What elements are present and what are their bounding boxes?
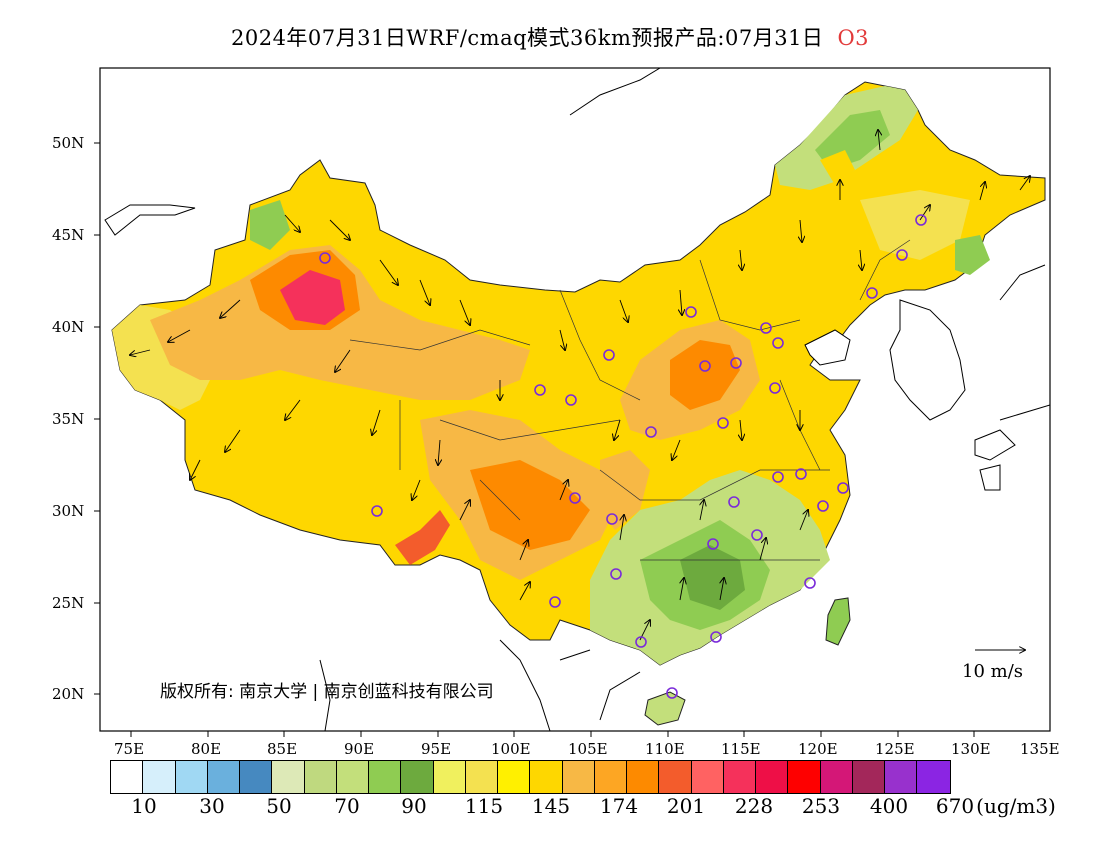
lon-tick-95e: 95E [421,740,452,758]
legend-swatch-8 [369,761,402,793]
legend-swatch-13 [530,761,563,793]
legend-swatch-11 [465,761,498,793]
legend-label-70: 70 [334,794,360,818]
lat-tick-25n: 25N [52,594,85,612]
legend-label-201: 201 [666,794,706,818]
lon-tick-130e: 130E [951,740,991,758]
legend-swatch-25 [917,761,950,793]
legend-swatch-16 [627,761,660,793]
lon-tick-80e: 80E [191,740,222,758]
legend-label-670: 670 [935,794,975,818]
legend-swatch-19 [723,761,756,793]
lon-tick-100e: 100E [491,740,531,758]
legend-label-400: 400 [869,794,909,818]
species-label: O3 [837,26,870,50]
legend-label-145: 145 [531,794,571,818]
legend-unit: (ug/m3) [976,794,1056,818]
lat-tick-35n: 35N [52,410,85,428]
lat-tick-50n: 50N [52,134,85,152]
lon-tick-75e: 75E [114,740,145,758]
coastline-north [104,68,1046,301]
lat-tick-45n: 45N [52,226,85,244]
coastline-korea-japan [889,299,1050,491]
legend-label-228: 228 [734,794,774,818]
lat-tick-20n: 20N [52,685,85,703]
title-text: 2024年07月31日WRF/cmaq模式36km预报产品:07月31日 [230,26,824,50]
hainan [644,691,686,726]
legend-swatch-7 [336,761,369,793]
lon-tick-90e: 90E [344,740,375,758]
lat-tick-30n: 30N [52,502,85,520]
lon-tick-85e: 85E [267,740,298,758]
legend-swatch-14 [562,761,595,793]
legend-swatch-15 [594,761,627,793]
legend-label-115: 115 [464,794,504,818]
legend-swatch-3 [207,761,240,793]
legend-swatch-20 [756,761,789,793]
map-frame [99,67,1051,732]
lat-tick-40n: 40N [52,318,85,336]
legend-swatch-12 [498,761,531,793]
legend-swatch-5 [272,761,305,793]
station-markers [319,214,927,699]
lon-tick-135e: 135E [1020,740,1060,758]
legend-label-10: 10 [131,794,157,818]
map-title: 2024年07月31日WRF/cmaq模式36km预报产品:07月31日 O3 [0,22,1100,52]
coastline-bohai [804,329,851,366]
legend-swatch-21 [788,761,821,793]
copyright-notice: 版权所有: 南京大学 | 南京创蓝科技有限公司 [160,682,494,702]
legend-label-90: 90 [401,794,427,818]
legend-swatch-18 [691,761,724,793]
legend-swatch-23 [852,761,885,793]
legend-label-50: 50 [266,794,292,818]
legend-swatch-17 [659,761,692,793]
legend-swatch-10 [433,761,466,793]
legend-label-174: 174 [599,794,639,818]
legend-swatch-9 [401,761,434,793]
legend-label-30: 30 [199,794,225,818]
lon-tick-115e: 115E [721,740,761,758]
lon-tick-105e: 105E [568,740,608,758]
coastline-southeast-asia [319,639,641,731]
legend-label-253: 253 [801,794,841,818]
legend-swatch-0 [111,761,144,793]
axis-ticks [94,142,975,737]
legend-swatch-1 [143,761,176,793]
wind-reference-label: 10 m/s [962,661,1023,682]
taiwan [825,597,851,646]
legend-swatch-2 [175,761,208,793]
legend-swatch-4 [240,761,273,793]
legend-swatch-22 [820,761,853,793]
lon-tick-120e: 120E [798,740,838,758]
color-legend [110,760,951,794]
legend-swatch-6 [304,761,337,793]
lon-tick-125e: 125E [875,740,915,758]
map-body [100,68,1050,731]
wind-vectors [130,130,1030,641]
legend-swatch-24 [885,761,918,793]
lon-tick-110e: 110E [645,740,685,758]
